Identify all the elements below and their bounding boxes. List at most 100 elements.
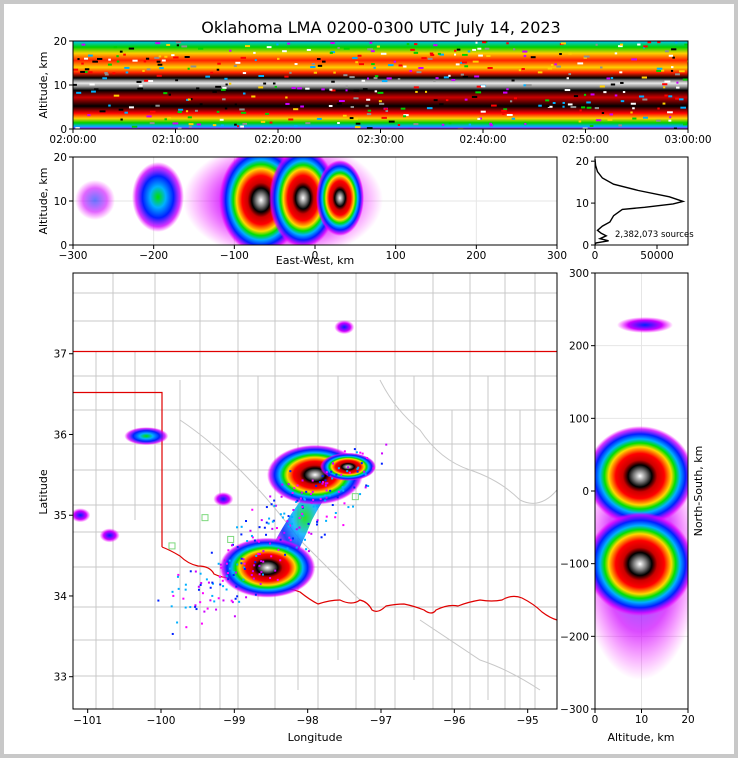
red-river-border [161, 546, 558, 621]
altitude-time-pixel [300, 105, 304, 108]
source-pixel [271, 527, 274, 530]
source-pixel [356, 470, 359, 473]
altitude-time-speckle [73, 41, 688, 129]
source-pixel [365, 484, 368, 487]
source-pixel [271, 520, 274, 523]
altitude-time-pixel [433, 44, 438, 47]
altitude-time-pixel [118, 108, 124, 111]
source-pixel [293, 487, 296, 490]
northsouth-altitude-xtick-label: 10 [635, 714, 648, 726]
source-pixel [360, 462, 363, 465]
source-pixel [321, 482, 324, 485]
source-pixel [286, 547, 289, 550]
altitude-time-pixel [187, 116, 192, 119]
altitude-time-pixel [472, 48, 477, 51]
source-pixel [267, 522, 270, 525]
altitude-time-pixel [345, 89, 348, 92]
altitude-time-pixel [538, 104, 542, 107]
altitude-time-pixel [388, 64, 394, 67]
source-pixel [342, 489, 345, 492]
altitude-time-pixel [147, 80, 154, 83]
altitude-time-pixel [215, 85, 222, 88]
altitude-time-pixel [397, 78, 401, 81]
source-pixel [225, 562, 228, 565]
altitude-time-pixel [331, 80, 335, 83]
altitude-eastwest-xlabel: East-West, km [276, 254, 354, 267]
altitude-time-pixel [415, 90, 418, 93]
altitude-time-pixel [675, 73, 680, 76]
altitude-time-pixel [583, 93, 587, 96]
altitude-time-band [73, 41, 688, 129]
altitude-time-pixel [559, 53, 562, 56]
altitude-time-pixel [235, 61, 241, 64]
source-pixel [305, 490, 308, 493]
altitude-time-pixel [113, 94, 120, 97]
plan-view-xtick-label: −97 [370, 715, 392, 727]
source-pixel [240, 533, 243, 536]
altitude-time-pixel [668, 54, 674, 57]
altitude-time-ylabel: Altitude, km [37, 51, 50, 118]
altitude-time-pixel [547, 67, 553, 70]
altitude-time-pixel [456, 48, 461, 51]
altitude-time-pixel [321, 88, 325, 91]
altitude-time-pixel [418, 66, 424, 69]
altitude-time-pixel [84, 57, 89, 60]
source-pixel [225, 575, 228, 578]
source-pixel [182, 597, 185, 600]
altitude-time-pixel [620, 100, 625, 103]
source-pixel [238, 600, 241, 603]
altitude-time-pixel [403, 65, 407, 68]
source-pixel [258, 526, 261, 529]
plan-view-xlabel: Longitude [288, 731, 343, 744]
altitude-time-pixel [294, 125, 298, 128]
altitude-time-pixel [484, 47, 490, 50]
altitude-time-pixel [641, 76, 648, 79]
altitude-time-pixel [416, 71, 422, 74]
altitude-time-pixel [657, 41, 661, 44]
altitude-time-pixel [606, 77, 611, 80]
altitude-time-pixel [158, 55, 162, 58]
source-pixel [194, 605, 197, 608]
altitude-time-pixel [138, 84, 143, 87]
altitude-time-pixel [161, 59, 166, 62]
source-pixel [199, 601, 202, 604]
source-pixel [342, 524, 345, 527]
source-pixel [321, 475, 324, 478]
source-pixel [277, 548, 280, 551]
altitude-time-pixel [175, 79, 179, 82]
altitude-time-pixel [600, 66, 603, 69]
altitude-time-pixel [361, 79, 366, 82]
source-pixel [245, 520, 248, 523]
source-pixel [200, 582, 203, 585]
altitude-time-pixel [562, 105, 565, 108]
altitude-time-pixel [506, 88, 509, 91]
altitude-time-pixel [671, 66, 674, 69]
altitude-time-pixel [291, 86, 296, 89]
source-pixel [253, 564, 256, 567]
altitude-time-pixel [274, 85, 277, 88]
altitude-time-pixel [84, 68, 90, 71]
altitude-time-pixel [454, 49, 457, 52]
altitude-time-pixel [358, 63, 365, 66]
altitude-time-pixel [482, 41, 487, 44]
altitude-time-pixel [680, 106, 687, 109]
source-pixel [328, 494, 331, 497]
source-pixel [364, 486, 367, 489]
source-pixel [335, 473, 338, 476]
source-pixel [242, 578, 245, 581]
altitude-time-pixel [144, 79, 149, 82]
altitude-time-pixel [333, 71, 336, 74]
altitude-time-pixel [234, 123, 237, 126]
altitude-time-pixel [570, 106, 577, 109]
source-pixel [230, 544, 233, 547]
altitude-time-pixel [468, 123, 472, 126]
altitude-time-pixel [562, 101, 565, 104]
altitude-time-pixel [656, 119, 661, 122]
source-pixel [310, 501, 313, 504]
source-pixel [316, 519, 319, 522]
source-pixel [326, 482, 329, 485]
altitude-time-pixel [448, 74, 451, 77]
source-pixel [295, 546, 298, 549]
altitude-time-pixel [136, 80, 142, 83]
source-pixel [334, 516, 337, 519]
